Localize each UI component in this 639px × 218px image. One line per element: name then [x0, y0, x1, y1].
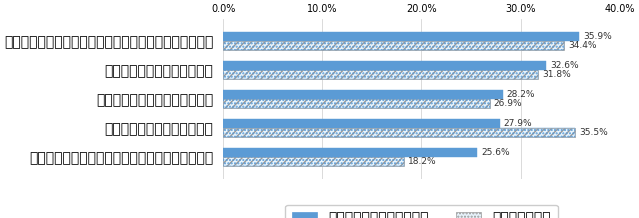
Text: 18.2%: 18.2% [408, 157, 436, 166]
Bar [223, 41, 564, 50]
Bar [223, 157, 404, 166]
Bar [223, 128, 575, 137]
Text: 25.6%: 25.6% [481, 148, 509, 157]
Bar [223, 128, 575, 137]
Text: 34.4%: 34.4% [568, 41, 597, 50]
Bar [223, 99, 489, 108]
Bar [223, 99, 489, 108]
Bar [223, 70, 538, 79]
Text: 26.9%: 26.9% [494, 99, 522, 108]
Text: 28.2%: 28.2% [507, 90, 535, 99]
Bar [223, 157, 404, 166]
Bar [223, 70, 538, 79]
Legend: 高齢者世帯（単身・夫婦）, （参考）全世帯: 高齢者世帯（単身・夫婦）, （参考）全世帯 [285, 205, 558, 218]
Bar [223, 148, 477, 157]
Bar [223, 61, 546, 70]
Text: 35.5%: 35.5% [579, 128, 608, 137]
Bar [223, 41, 564, 50]
Text: 31.8%: 31.8% [543, 70, 571, 79]
Bar [223, 32, 579, 41]
Bar [223, 119, 500, 128]
Text: 32.6%: 32.6% [550, 61, 579, 70]
Text: 27.9%: 27.9% [504, 119, 532, 128]
Text: 35.9%: 35.9% [583, 32, 612, 41]
Bar [223, 90, 503, 99]
